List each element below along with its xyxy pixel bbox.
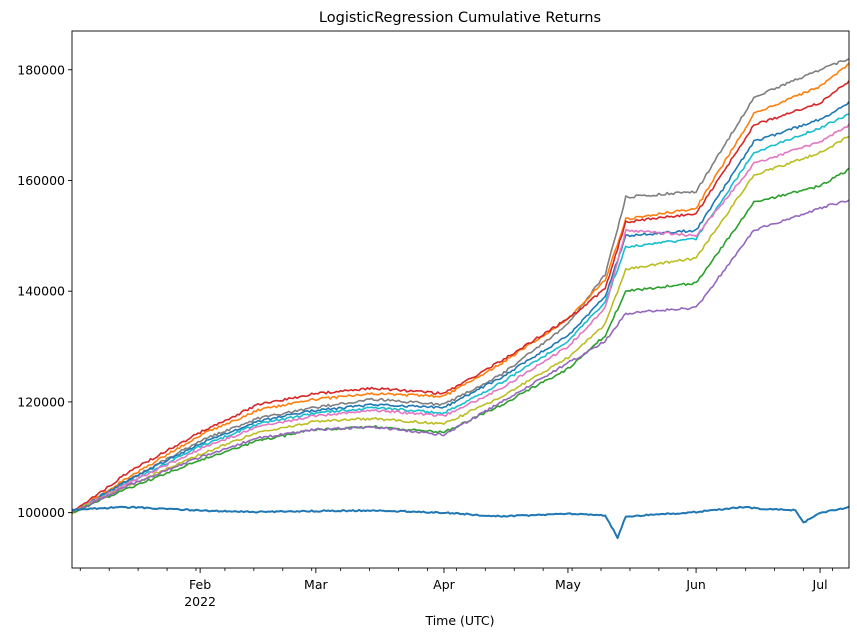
- y-tick-label: 180000: [17, 62, 65, 77]
- x-tick-year-label: 2022: [184, 594, 216, 609]
- x-tick-label: Jul: [812, 577, 828, 592]
- y-tick-label: 100000: [17, 505, 65, 520]
- x-tick-label: Mar: [304, 577, 328, 592]
- y-axis: 100000 120000 140000 160000 180000: [17, 62, 72, 520]
- y-tick-label: 160000: [17, 173, 65, 188]
- chart-title: LogisticRegression Cumulative Returns: [319, 10, 601, 26]
- series-line-7: [72, 135, 849, 514]
- y-tick-label: 140000: [17, 284, 65, 299]
- x-tick-label: Apr: [433, 577, 455, 592]
- x-axis: Feb 2022 Mar Apr May Jun Jul: [79, 568, 833, 609]
- x-tick-label: Feb: [189, 577, 211, 592]
- plot-area: [71, 30, 850, 569]
- series-line-3: [72, 80, 849, 514]
- series-line-1: [72, 58, 849, 515]
- series-line-10: [72, 505, 849, 540]
- series-line-2: [72, 62, 849, 514]
- x-axis-label: Time (UTC): [424, 613, 494, 628]
- x-tick-label: Jun: [685, 577, 706, 592]
- series-line-6: [72, 123, 849, 514]
- series-line-9: [72, 199, 849, 513]
- series-lines: [72, 58, 849, 540]
- plot-frame: [71, 30, 850, 569]
- series-line-4: [72, 101, 849, 514]
- x-tick-label: May: [555, 577, 581, 592]
- series-line-5: [72, 113, 849, 514]
- y-tick-label: 120000: [17, 394, 65, 409]
